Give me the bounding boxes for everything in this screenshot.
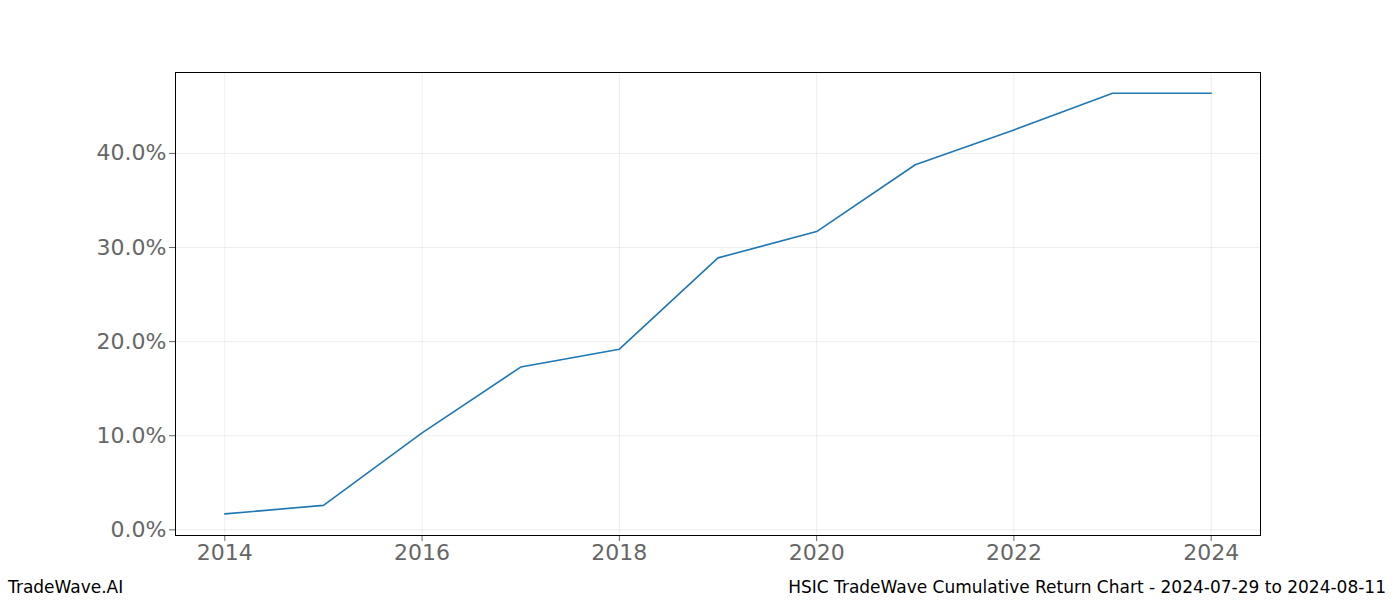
svg-text:2024: 2024	[1183, 540, 1239, 565]
svg-text:10.0%: 10.0%	[97, 423, 167, 448]
svg-text:2014: 2014	[197, 540, 253, 565]
svg-text:20.0%: 20.0%	[97, 329, 167, 354]
svg-text:40.0%: 40.0%	[97, 140, 167, 165]
svg-text:2020: 2020	[789, 540, 845, 565]
svg-text:30.0%: 30.0%	[97, 235, 167, 260]
html-text:HSIC TradeWave Cumulative Retu: HSIC TradeWave Cumulative Return Chart -…	[788, 577, 1386, 597]
svg-text:2022: 2022	[986, 540, 1042, 565]
svg-text:2016: 2016	[394, 540, 450, 565]
svg-text:0.0%: 0.0%	[111, 517, 167, 542]
svg-text:2018: 2018	[591, 540, 647, 565]
html-text:TradeWave.AI: TradeWave.AI	[8, 577, 124, 597]
